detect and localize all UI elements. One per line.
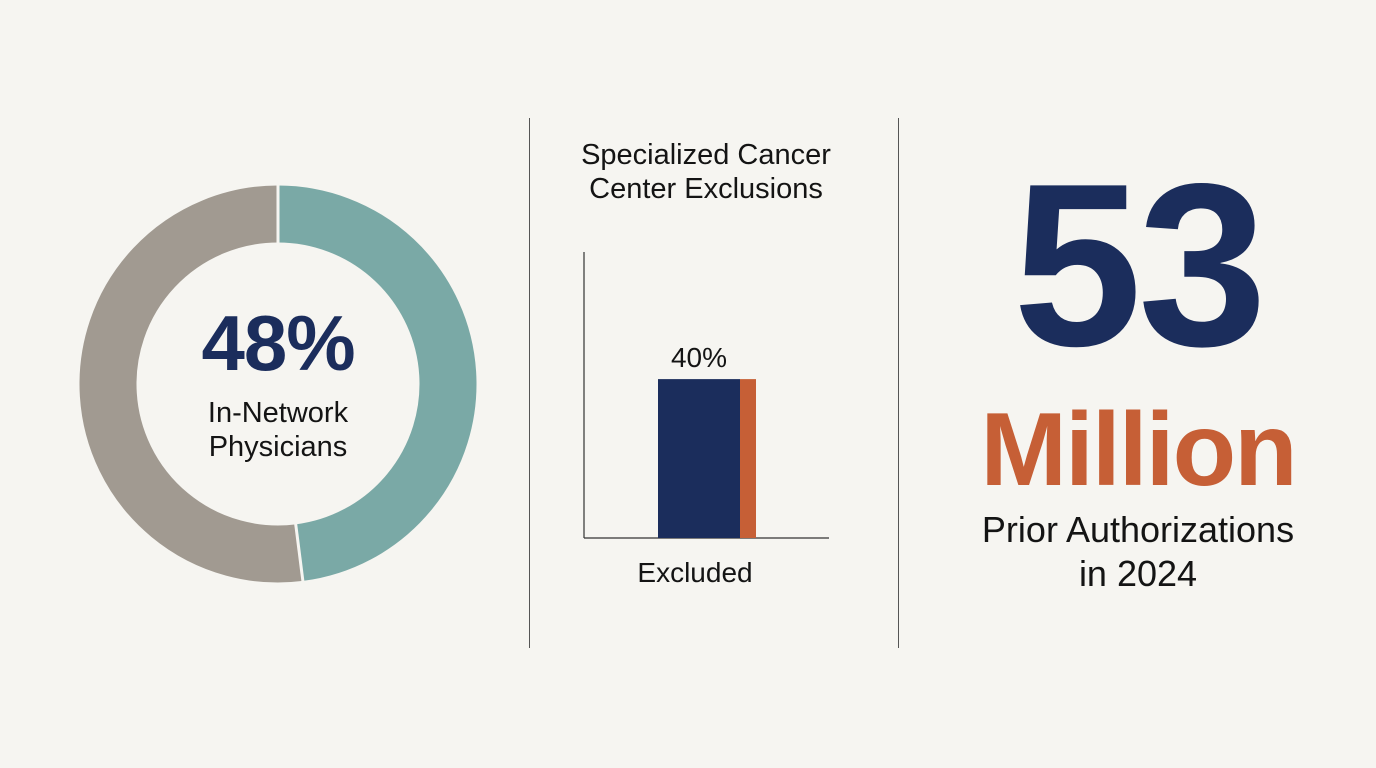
donut-slice-1 <box>277 185 477 581</box>
bar-chart: 40% Excluded <box>583 252 829 588</box>
donut-chart <box>79 184 477 583</box>
bar-chart-title-line-2: Center Exclusions <box>589 173 823 205</box>
bar-excluded <box>658 379 740 538</box>
stat-number: 53 <box>1012 136 1267 395</box>
bar-value-label: 40% <box>671 342 727 373</box>
stat-unit: Million <box>980 392 1297 508</box>
donut-center-label: In-Network Physicians <box>78 396 478 464</box>
donut-center-value: 48% <box>201 299 355 387</box>
bar-chart-title-line-1: Specialized Cancer <box>581 139 831 171</box>
donut-center-label-line-2: Physicians <box>208 431 348 463</box>
bar-accent-excluded <box>740 379 756 538</box>
panel-divider-right <box>898 118 899 648</box>
stat-caption: Prior Authorizations in 2024 <box>908 508 1368 596</box>
stat-caption-line-2: in 2024 <box>1078 553 1198 594</box>
donut-chart-panel: 48% In-Network Physicians <box>78 184 478 584</box>
donut-center-label-line-1: In-Network <box>207 397 349 429</box>
panel-divider-left <box>529 118 530 648</box>
bar-category-label: Excluded <box>637 557 752 588</box>
donut-slice-2 <box>79 185 303 583</box>
donut-center: 48% In-Network Physicians <box>78 184 478 584</box>
bar-chart-title: Specialized Cancer Center Exclusions <box>540 138 872 206</box>
donut-separator-2 <box>294 523 305 583</box>
stat-caption-line-1: Prior Authorizations <box>981 509 1295 550</box>
